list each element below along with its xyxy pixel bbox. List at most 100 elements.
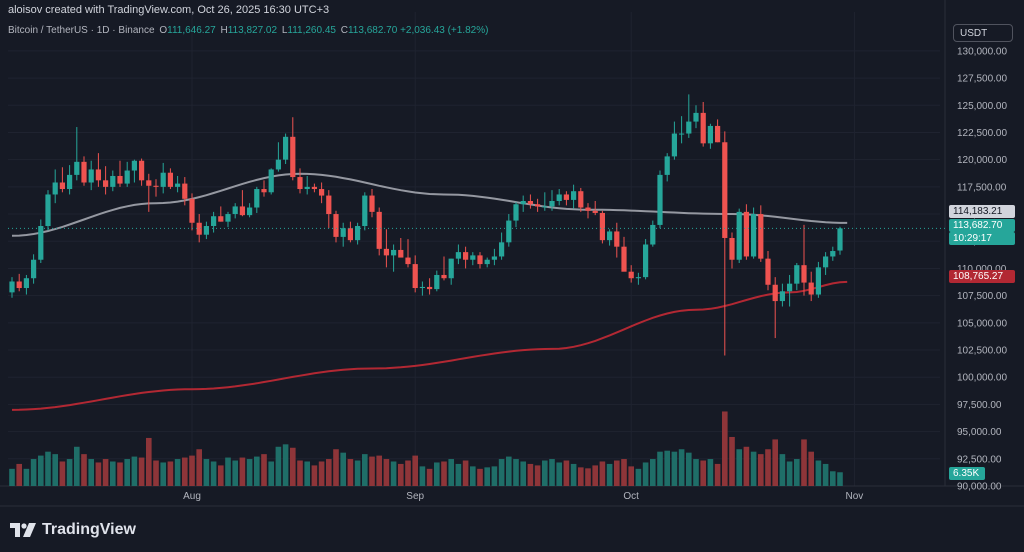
volume-bar (441, 461, 447, 486)
volume-bar (196, 449, 202, 486)
candle-body (499, 242, 505, 257)
volume-bar (542, 460, 548, 486)
volume-bar (801, 439, 807, 486)
volume-bar (549, 459, 555, 486)
candle-body (664, 156, 670, 175)
last-price-tag: 113,682.70 (949, 219, 1015, 232)
volume-bar (333, 449, 339, 486)
symbol-name[interactable]: Bitcoin / TetherUS · 1D · Binance (8, 25, 155, 36)
price-tick-label: 125,000.00 (957, 101, 1007, 112)
volume-bar (585, 468, 591, 486)
volume-bar (362, 454, 368, 486)
candle-body (45, 194, 51, 227)
candle-body (635, 277, 641, 279)
volume-bar (729, 436, 735, 486)
candle-body (607, 231, 613, 241)
volume-bar (614, 460, 620, 486)
volume-tag: 6.35K (949, 467, 985, 480)
volume-bar (527, 463, 534, 486)
symbol-legend: Bitcoin / TetherUS · 1D · Binance O111,6… (8, 25, 488, 36)
candle-body (31, 259, 37, 279)
candle-body (679, 133, 685, 135)
low-key: L (281, 25, 288, 36)
volume-bar (174, 459, 181, 486)
volume-bar (110, 461, 116, 486)
candle-body (743, 211, 749, 257)
volume-bar (700, 460, 706, 486)
candle-body (232, 206, 238, 215)
candle-body (297, 177, 303, 190)
candle-body (556, 194, 562, 201)
volume-bar (254, 456, 260, 486)
volume-bar (218, 465, 224, 486)
candle-body (304, 186, 310, 190)
high-value: 113,827.02 (227, 25, 278, 36)
candle-body (758, 214, 764, 259)
candle-body (830, 251, 836, 257)
candle-body (441, 274, 447, 279)
volume-bar (650, 459, 656, 486)
candle-body (218, 216, 224, 222)
candle-body (254, 189, 260, 208)
volume-bar (758, 454, 764, 486)
volume-bar (311, 465, 318, 486)
price-tick-label: 127,500.00 (957, 74, 1007, 85)
candle-body (211, 216, 217, 227)
high-key: H (220, 25, 228, 36)
candle-body (319, 189, 325, 196)
price-tick-label: 105,000.00 (957, 318, 1007, 329)
volume-bar (462, 460, 469, 486)
candle-body (275, 159, 281, 170)
volume-bars (9, 411, 843, 486)
volume-bar (390, 461, 397, 486)
volume-bar (225, 457, 231, 486)
candle-body (283, 136, 289, 160)
volume-bar (419, 466, 426, 486)
volume-bar (304, 461, 310, 486)
volume-bar (635, 468, 642, 486)
volume-bar (678, 449, 685, 486)
volume-bar (779, 454, 786, 486)
candle-body (527, 200, 533, 205)
price-tick-label: 130,000.00 (957, 46, 1007, 57)
candle-body (16, 281, 22, 289)
volume-bar (491, 466, 498, 486)
close-key: C (340, 25, 348, 36)
candle-body (405, 257, 411, 265)
time-tick-label: Sep (406, 491, 424, 502)
volume-bar (326, 459, 332, 486)
volume-bar (570, 463, 577, 486)
currency-button[interactable]: USDT (953, 24, 1013, 42)
ma-short-line (11, 172, 848, 237)
volume-bar (66, 459, 73, 486)
tradingview-logo-icon (10, 523, 36, 537)
candle-body (585, 207, 591, 211)
candle-body (628, 271, 634, 279)
volume-bar (455, 463, 462, 486)
volume-bar (9, 468, 15, 486)
volume-bar (412, 455, 418, 486)
volume-bar (124, 459, 130, 486)
volume-bar (477, 468, 483, 486)
volume-bar (556, 462, 562, 486)
volume-bar (693, 459, 699, 486)
volume-bar (563, 460, 570, 486)
candle-body (571, 191, 577, 200)
candle-body (146, 180, 152, 186)
candle-body (772, 284, 778, 302)
volume-bar (405, 460, 411, 486)
candle-body (225, 214, 231, 222)
candle-body (578, 191, 584, 208)
candle-body (103, 180, 109, 187)
time-axis[interactable]: Aug Sep Oct Nov (183, 491, 863, 502)
candle-body (592, 210, 598, 213)
candle-body (290, 136, 296, 178)
candle-body (707, 125, 713, 144)
candle-body (95, 169, 101, 181)
candle-body (506, 220, 512, 243)
candles (8, 94, 945, 356)
volume-bar (765, 449, 771, 486)
volume-bar (167, 461, 174, 486)
candle-body (650, 224, 656, 245)
